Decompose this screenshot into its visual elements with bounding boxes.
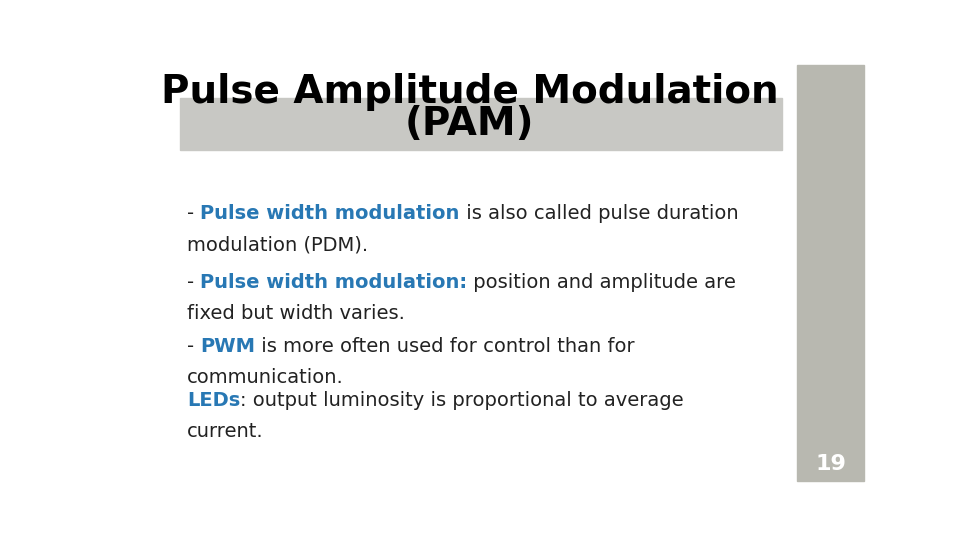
Text: position and amplitude are: position and amplitude are xyxy=(468,273,736,292)
Text: Pulse width modulation:: Pulse width modulation: xyxy=(201,273,468,292)
Bar xyxy=(180,98,782,150)
Text: communication.: communication. xyxy=(187,368,344,387)
Text: -: - xyxy=(187,337,201,356)
Text: PWM: PWM xyxy=(201,337,255,356)
Text: : output luminosity is proportional to average: : output luminosity is proportional to a… xyxy=(240,391,684,410)
Text: is more often used for control than for: is more often used for control than for xyxy=(255,337,635,356)
Bar xyxy=(797,65,864,481)
Text: current.: current. xyxy=(187,422,264,441)
Text: Pulse width modulation: Pulse width modulation xyxy=(201,204,460,223)
Text: fixed but width varies.: fixed but width varies. xyxy=(187,304,405,323)
Text: is also called pulse duration: is also called pulse duration xyxy=(460,204,738,223)
Text: LEDs: LEDs xyxy=(187,391,240,410)
Text: -: - xyxy=(187,273,201,292)
Text: 19: 19 xyxy=(815,454,846,474)
Text: Pulse Amplitude Modulation: Pulse Amplitude Modulation xyxy=(161,73,779,111)
Text: (PAM): (PAM) xyxy=(405,105,535,143)
Text: modulation (PDM).: modulation (PDM). xyxy=(187,235,368,254)
Text: -: - xyxy=(187,204,201,223)
